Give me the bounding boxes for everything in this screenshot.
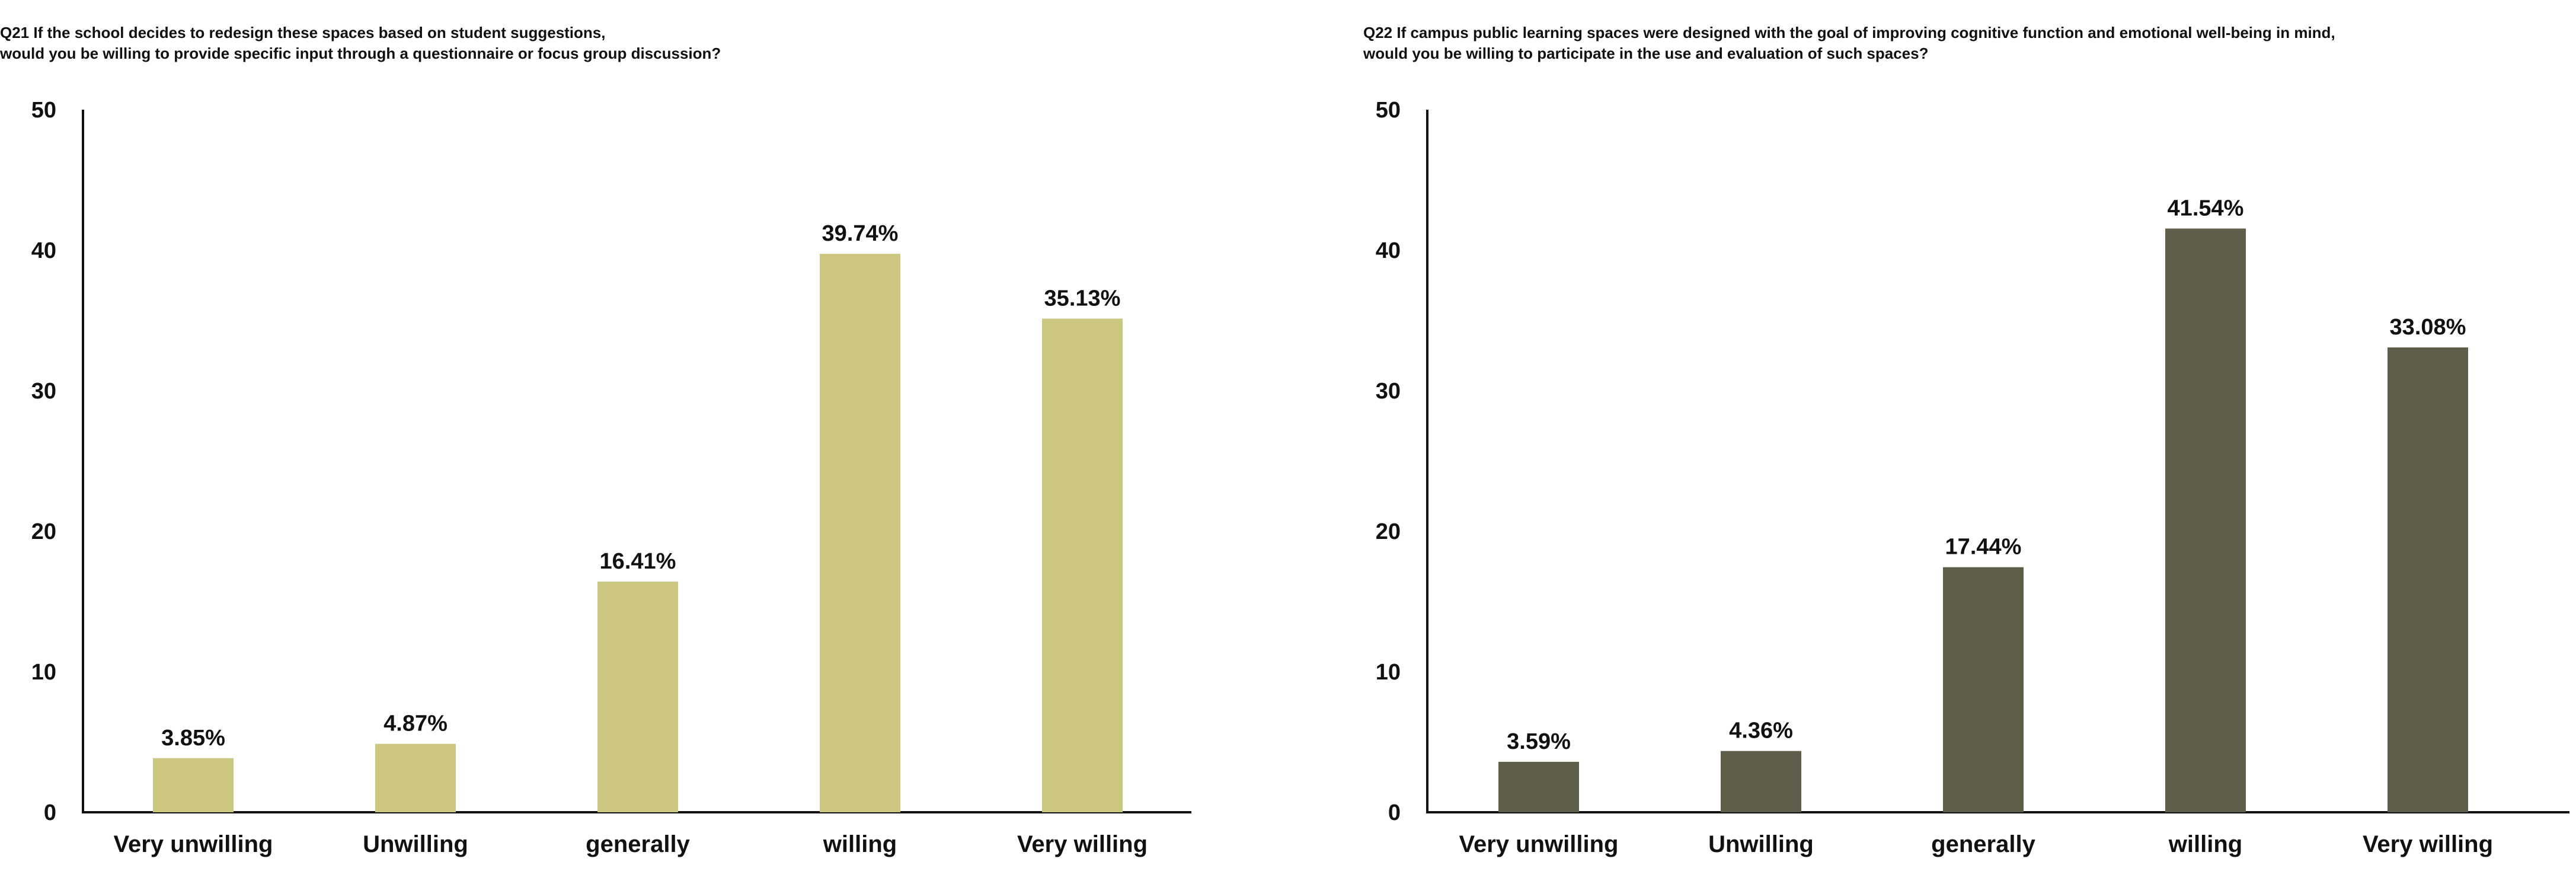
y-tick-label: 20 — [1376, 519, 1401, 544]
y-tick-label: 20 — [31, 519, 56, 544]
x-category-label: generally — [586, 831, 690, 857]
bar — [1943, 567, 2024, 812]
x-category-label: willing — [823, 831, 897, 857]
chart-panel-q22: Q22 If campus public learning spaces wer… — [1363, 0, 2576, 884]
bar — [2165, 228, 2246, 812]
y-tick-label: 50 — [1376, 98, 1401, 123]
bar-data-label: 16.41% — [600, 549, 676, 574]
x-category-label: willing — [2168, 831, 2242, 857]
bar — [153, 758, 234, 812]
bar-data-label: 39.74% — [822, 221, 899, 246]
bar-data-label: 33.08% — [2390, 315, 2466, 340]
bar — [375, 743, 456, 812]
bar — [820, 254, 900, 812]
bar — [597, 582, 678, 812]
x-category-label: Very willing — [2363, 831, 2493, 857]
bar-data-label: 41.54% — [2168, 196, 2244, 221]
y-tick-label: 10 — [31, 660, 56, 685]
bar-chart-q22: 0 10 20 30 40 50 3.59% Very unwilling 4.36% Unwil… — [1376, 98, 2569, 857]
chart-title-line-2: would you be willing to participate in t… — [1363, 44, 1929, 62]
x-category-label: Very willing — [1017, 831, 1148, 857]
y-tick-label: 40 — [31, 238, 56, 263]
x-category-label: Unwilling — [363, 831, 468, 857]
bar — [1498, 761, 1579, 812]
chart-panel-q21: Q21 If the school decides to redesign th… — [0, 0, 1268, 884]
bar — [1042, 318, 1123, 812]
x-category-label: Very unwilling — [114, 831, 273, 857]
y-tick-label: 0 — [1388, 800, 1401, 825]
bar — [2388, 347, 2468, 812]
bar — [1721, 751, 1801, 812]
x-category-label: Unwilling — [1708, 831, 1814, 857]
x-category-label: Very unwilling — [1459, 831, 1619, 857]
bar-data-label: 3.85% — [161, 726, 225, 751]
y-tick-label: 40 — [1376, 238, 1401, 263]
bar-data-label: 3.59% — [1507, 729, 1571, 754]
bar-data-label: 35.13% — [1044, 286, 1121, 311]
y-tick-label: 30 — [31, 379, 56, 404]
chart-title: Q22 If campus public learning spaces wer… — [1363, 23, 2335, 64]
chart-title-line-1: Q21 If the school decides to redesign th… — [0, 24, 606, 42]
chart-title: Q21 If the school decides to redesign th… — [0, 23, 721, 64]
y-tick-label: 30 — [1376, 379, 1401, 404]
y-tick-label: 50 — [31, 98, 56, 123]
bar-data-label: 4.87% — [383, 711, 448, 736]
bar-data-label: 4.36% — [1729, 719, 1793, 743]
chart-title-line-1: Q22 If campus public learning spaces wer… — [1363, 24, 2335, 42]
bar-data-label: 17.44% — [1945, 535, 2022, 560]
chart-title-line-2: would you be willing to provide specific… — [0, 44, 721, 62]
bar-chart-q21: 0 10 20 30 40 50 3.85% Very unwilling 4.87% Unwil… — [31, 98, 1191, 857]
y-tick-label: 10 — [1376, 660, 1401, 685]
x-category-label: generally — [1931, 831, 2035, 857]
y-tick-label: 0 — [44, 800, 56, 825]
